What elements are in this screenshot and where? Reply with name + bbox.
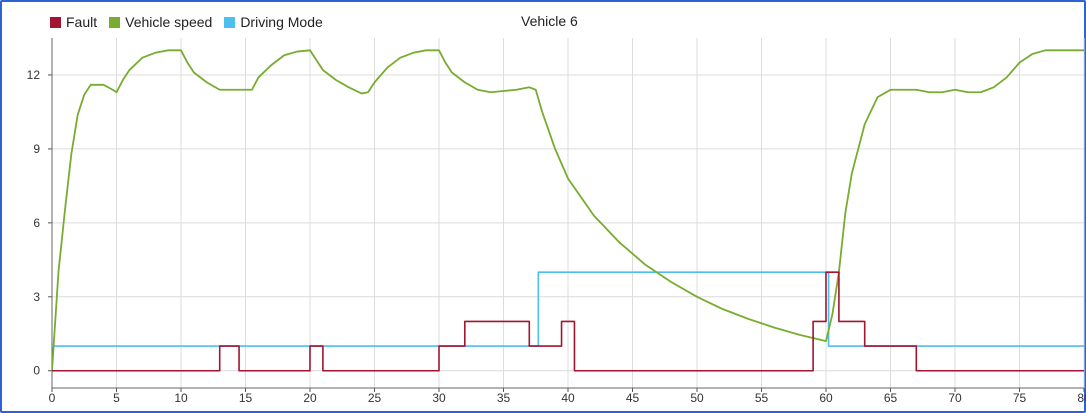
chart-title: Vehicle 6 xyxy=(521,13,578,29)
y-tick-label: 9 xyxy=(33,142,40,156)
x-tick-label: 15 xyxy=(239,391,253,405)
x-tick-label: 0 xyxy=(49,391,56,405)
legend-label-driving-mode: Driving Mode xyxy=(240,14,323,30)
legend: Fault Vehicle speed Driving Mode xyxy=(50,12,335,32)
x-tick-label: 70 xyxy=(948,391,962,405)
x-tick-label: 55 xyxy=(755,391,769,405)
x-tick-label: 75 xyxy=(1013,391,1027,405)
series-line-fault xyxy=(52,271,1084,372)
legend-label-vehicle-speed: Vehicle speed xyxy=(125,14,213,30)
y-tick-label: 0 xyxy=(33,364,40,378)
legend-swatch-driving-mode xyxy=(224,16,236,28)
legend-swatch-fault xyxy=(50,16,61,28)
x-tick-label: 5 xyxy=(113,391,120,405)
x-tick-label: 35 xyxy=(497,391,511,405)
legend-label-fault: Fault xyxy=(66,14,98,30)
x-tick-label: 45 xyxy=(626,391,640,405)
y-tick-label: 3 xyxy=(33,290,40,304)
x-tick-label: 40 xyxy=(561,391,575,405)
x-tick-label: 80 xyxy=(1077,391,1086,405)
x-tick-label: 10 xyxy=(174,391,188,405)
x-tick-label: 60 xyxy=(819,391,833,405)
x-tick-label: 30 xyxy=(432,391,446,405)
y-tick-label: 12 xyxy=(27,68,41,82)
legend-swatch-vehicle-speed xyxy=(109,16,121,28)
y-tick-label: 6 xyxy=(33,216,40,230)
legend-item-driving-mode[interactable]: Driving Mode xyxy=(224,14,323,30)
x-tick-label: 50 xyxy=(690,391,704,405)
series-line-vehicle-speed xyxy=(52,49,1084,371)
x-tick-label: 25 xyxy=(368,391,382,405)
legend-item-vehicle-speed[interactable]: Vehicle speed xyxy=(109,14,212,30)
x-tick-label: 20 xyxy=(303,391,317,405)
legend-item-fault[interactable]: Fault xyxy=(50,14,97,30)
x-tick-label: 65 xyxy=(884,391,898,405)
